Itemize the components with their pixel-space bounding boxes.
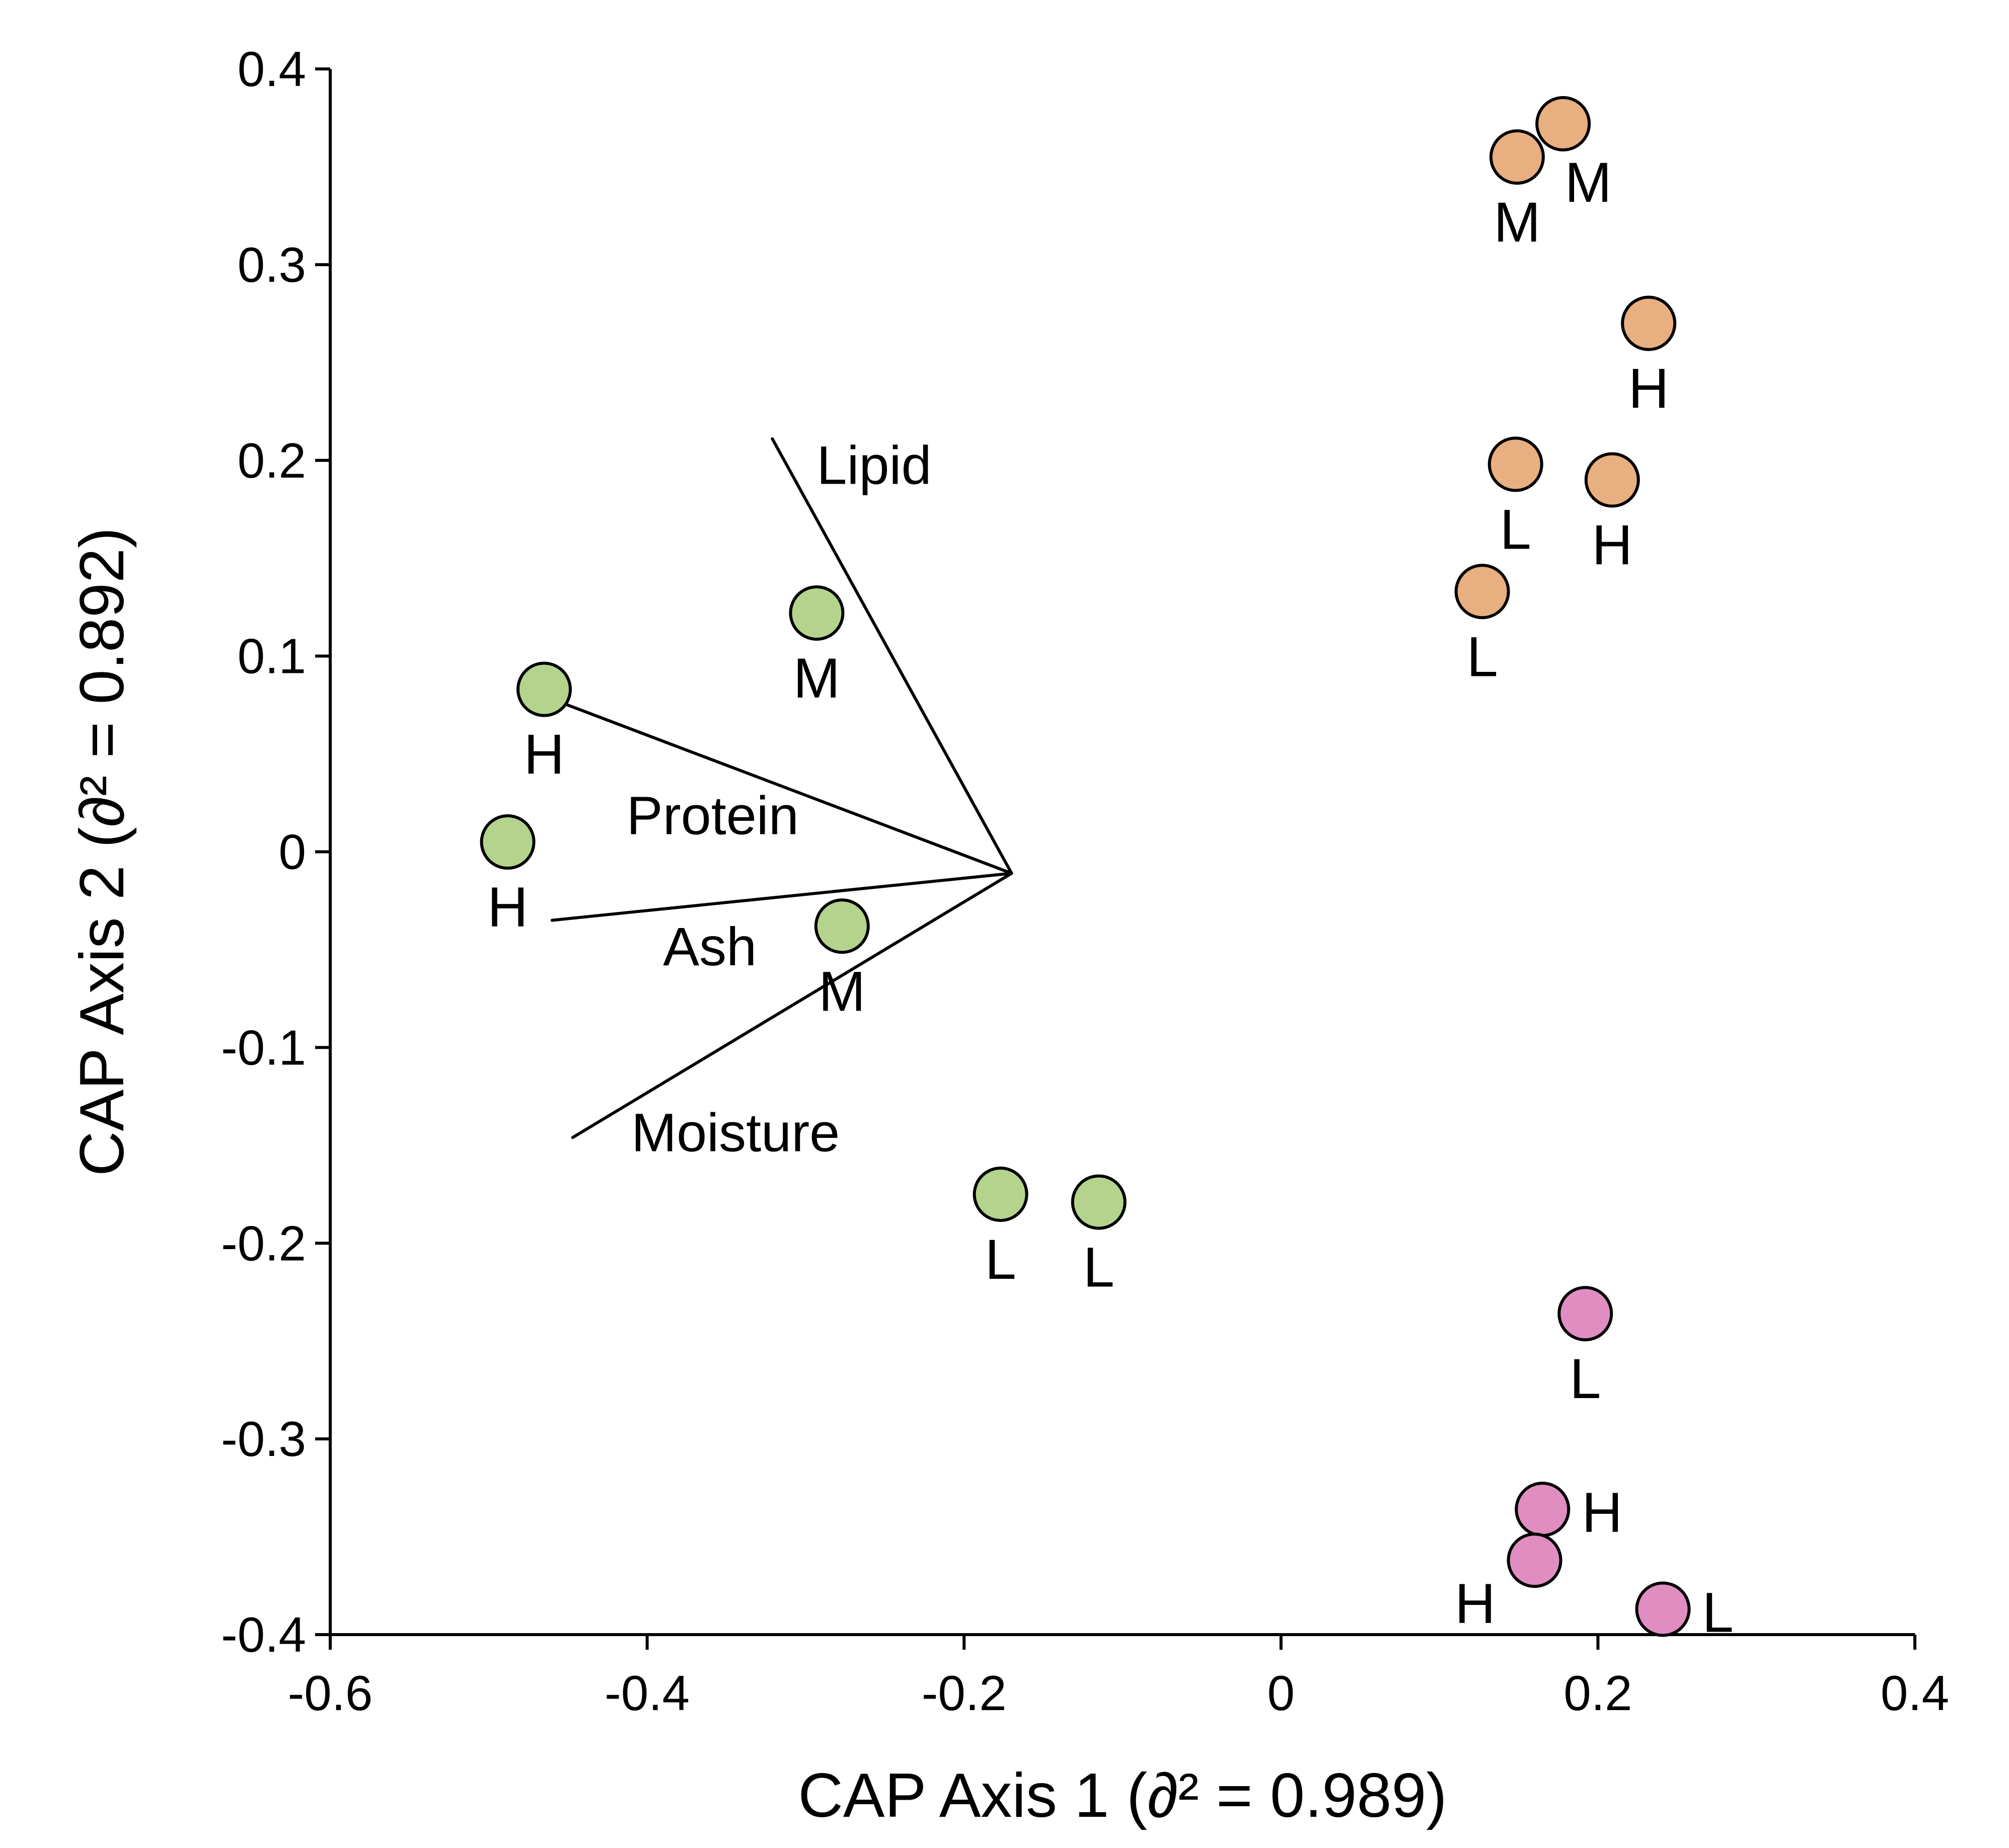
point-label: M — [1494, 191, 1540, 254]
x-tick-label: -0.4 — [605, 1665, 690, 1721]
data-point — [1557, 1286, 1613, 1342]
y-tick-label: -0.4 — [221, 1607, 306, 1662]
x-tick-label: 0.4 — [1881, 1665, 1949, 1721]
vector-label: Ash — [663, 916, 757, 977]
point-label: H — [487, 876, 528, 939]
y-tick-label: -0.3 — [221, 1411, 306, 1467]
data-point — [1507, 1532, 1562, 1588]
axis-labels: CAP Axis 1 (∂² = 0.989) CAP Axis 2 (∂² = … — [67, 527, 1447, 1830]
vector-line — [550, 698, 1013, 875]
x-axis-title: CAP Axis 1 (∂² = 0.989) — [798, 1761, 1447, 1830]
data-point — [516, 661, 572, 717]
y-tick-label: -0.1 — [221, 1020, 306, 1075]
axes: 0.40.30.20.10-0.1-0.2-0.3-0.4-0.6 -0.4 -0.… — [221, 41, 1949, 1721]
y-axis-title: CAP Axis 2 (∂² = 0.892) — [67, 527, 137, 1176]
point-label: H — [1455, 1572, 1496, 1635]
data-point — [1515, 1482, 1571, 1537]
point-label: H — [1582, 1481, 1622, 1544]
data-point — [814, 898, 870, 954]
y-tick-label: 0.2 — [238, 433, 306, 488]
data-point — [789, 585, 845, 641]
vector-line — [550, 872, 1013, 922]
point-label: L — [1083, 1236, 1114, 1299]
data-point — [1071, 1174, 1127, 1230]
data-point — [1454, 564, 1510, 620]
point-label: H — [524, 723, 565, 786]
x-tick-label: 0.2 — [1564, 1665, 1632, 1721]
vector-line — [571, 872, 1013, 1139]
vector-line — [771, 437, 1013, 875]
point-label: H — [1592, 514, 1632, 577]
point-label: L — [1702, 1581, 1733, 1644]
y-tick-label: -0.2 — [221, 1215, 306, 1271]
y-tick-label: 0.1 — [238, 629, 306, 684]
point-label: L — [1500, 498, 1531, 561]
data-point — [1489, 129, 1545, 185]
data-point — [973, 1167, 1028, 1222]
point-label: L — [1466, 625, 1498, 688]
vector-label: Moisture — [631, 1102, 840, 1163]
data-point — [1635, 1581, 1691, 1637]
x-tick-label: 0 — [1268, 1665, 1295, 1721]
data-point — [480, 814, 536, 870]
x-tick-label: -0.6 — [288, 1665, 373, 1721]
point-label: M — [793, 647, 840, 710]
point-label: L — [985, 1228, 1016, 1291]
data-point — [1584, 452, 1640, 508]
vector-label: Lipid — [816, 434, 931, 495]
y-tick-label: 0 — [278, 824, 306, 880]
x-tick-label: -0.2 — [922, 1665, 1007, 1721]
vector-label: Protein — [627, 785, 799, 846]
vectors: Lipid Protein Ash Moisture — [550, 434, 1013, 1163]
point-label: H — [1628, 357, 1669, 420]
data-point — [1621, 295, 1677, 351]
y-tick-label: 0.4 — [238, 41, 306, 97]
point-label: L — [1570, 1347, 1601, 1410]
point-label: M — [819, 960, 865, 1023]
data-point — [1487, 436, 1543, 492]
point-label: M — [1565, 151, 1611, 214]
data-point — [1535, 96, 1591, 151]
y-tick-label: 0.3 — [238, 237, 306, 292]
